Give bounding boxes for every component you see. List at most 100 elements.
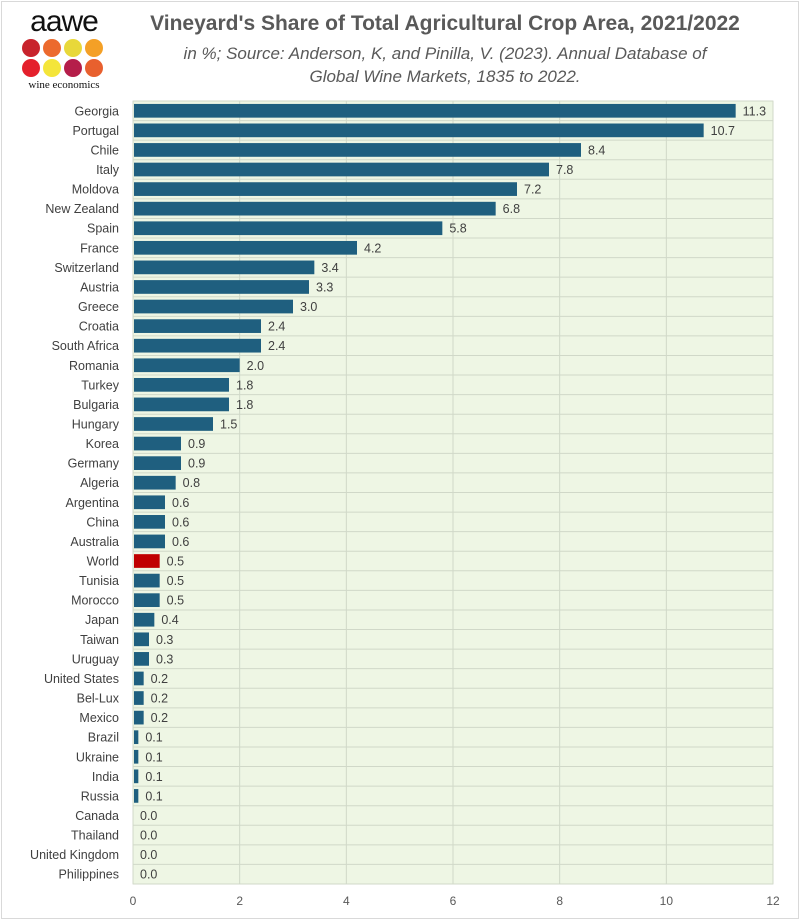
category-label: Italy [96,163,120,177]
logo-dots [22,39,110,77]
data-label: 3.3 [316,280,333,294]
bar-korea [134,436,181,451]
logo-dot [22,59,40,77]
category-label: India [92,770,119,784]
category-label: Tunisia [79,574,119,588]
bar-uruguay [134,652,149,666]
data-label: 11.3 [743,104,766,118]
data-label: 0.5 [167,574,184,588]
bar-taiwan [134,632,149,647]
category-label: Uruguay [72,652,120,666]
data-label: 4.2 [364,241,381,255]
data-label: 0.0 [140,868,157,882]
bar-tunisia [134,573,160,588]
category-label: Ukraine [76,750,119,764]
logo-dot [22,39,40,57]
bar-new-zealand [134,201,496,216]
bar-switzerland [134,260,315,275]
category-label: Portugal [72,124,119,138]
bar-turkey [134,377,229,392]
data-label: 0.6 [172,515,189,529]
x-tick-label: 0 [130,894,137,908]
data-label: 0.9 [188,457,205,471]
data-label: 3.0 [300,300,317,314]
bar-portugal [134,123,704,138]
category-label: Bel-Lux [77,692,120,706]
bar-georgia [134,103,736,118]
data-label: 10.7 [711,124,735,138]
data-label: 7.2 [524,183,541,197]
data-label: 8.4 [588,143,605,157]
logo-dot [85,59,103,77]
bar-brazil [134,730,139,745]
bar-bel-lux [134,691,144,705]
data-label: 7.8 [556,163,573,177]
x-tick-label: 8 [556,894,563,908]
data-label: 0.9 [188,437,205,451]
bar-italy [134,162,549,177]
bar-mexico [134,710,144,725]
data-label: 1.5 [220,417,237,431]
data-label: 2.4 [268,320,285,334]
category-label: Georgia [75,104,120,118]
category-label: Spain [87,222,119,236]
category-label: United States [44,672,119,686]
data-label: 0.1 [145,750,162,764]
data-label: 2.0 [247,359,264,373]
bar-chile [134,143,581,157]
data-label: 3.4 [321,261,338,275]
data-label: 0.1 [145,770,162,784]
category-label: Argentina [65,496,119,510]
category-label: Australia [70,535,119,549]
chart-subtitle: in %; Source: Anderson, K, and Pinilla, … [135,42,755,88]
category-label: Korea [86,437,119,451]
bar-austria [134,280,309,294]
logo-text: aawe [30,5,99,38]
bar-australia [134,534,165,549]
subtitle-line-1: in %; Source: Anderson, K, and Pinilla, … [183,44,707,63]
category-label: Thailand [71,829,119,843]
bar-germany [134,456,181,470]
category-label: Switzerland [54,261,119,275]
bar-greece [134,299,293,314]
bar-algeria [134,475,176,490]
category-label: France [80,241,119,255]
data-label: 0.2 [151,711,168,725]
category-label: South Africa [52,339,119,353]
x-tick-label: 4 [343,894,350,908]
x-tick-label: 6 [450,894,457,908]
logo-dot [43,39,61,57]
category-label: Philippines [59,868,119,882]
data-label: 0.3 [156,652,173,666]
x-tick-label: 12 [766,894,780,908]
category-label: Chile [91,143,120,157]
data-label: 0.5 [167,555,184,569]
data-label: 0.6 [172,535,189,549]
category-label: Algeria [80,476,119,490]
bar-south-africa [134,338,261,353]
data-label: 0.1 [145,789,162,803]
category-label: Croatia [79,320,119,334]
data-label: 0.3 [156,633,173,647]
subtitle-line-2: Global Wine Markets, 1835 to 2022. [309,67,581,86]
bar-spain [134,221,443,236]
category-label: Russia [81,789,119,803]
data-label: 0.6 [172,496,189,510]
data-label: 0.2 [151,672,168,686]
bar-ukraine [134,749,139,764]
data-label: 0.0 [140,809,157,823]
bar-india [134,769,139,784]
category-label: Japan [85,613,119,627]
category-label: United Kingdom [30,848,119,862]
chart-title: Vineyard's Share of Total Agricultural C… [150,12,740,35]
category-label: Canada [75,809,119,823]
data-label: 0.1 [145,731,162,745]
category-label: Brazil [88,731,119,745]
data-label: 0.0 [140,829,157,843]
bar-argentina [134,495,165,510]
data-label: 5.8 [449,222,466,236]
category-label: Germany [68,457,120,471]
bar-moldova [134,182,517,196]
